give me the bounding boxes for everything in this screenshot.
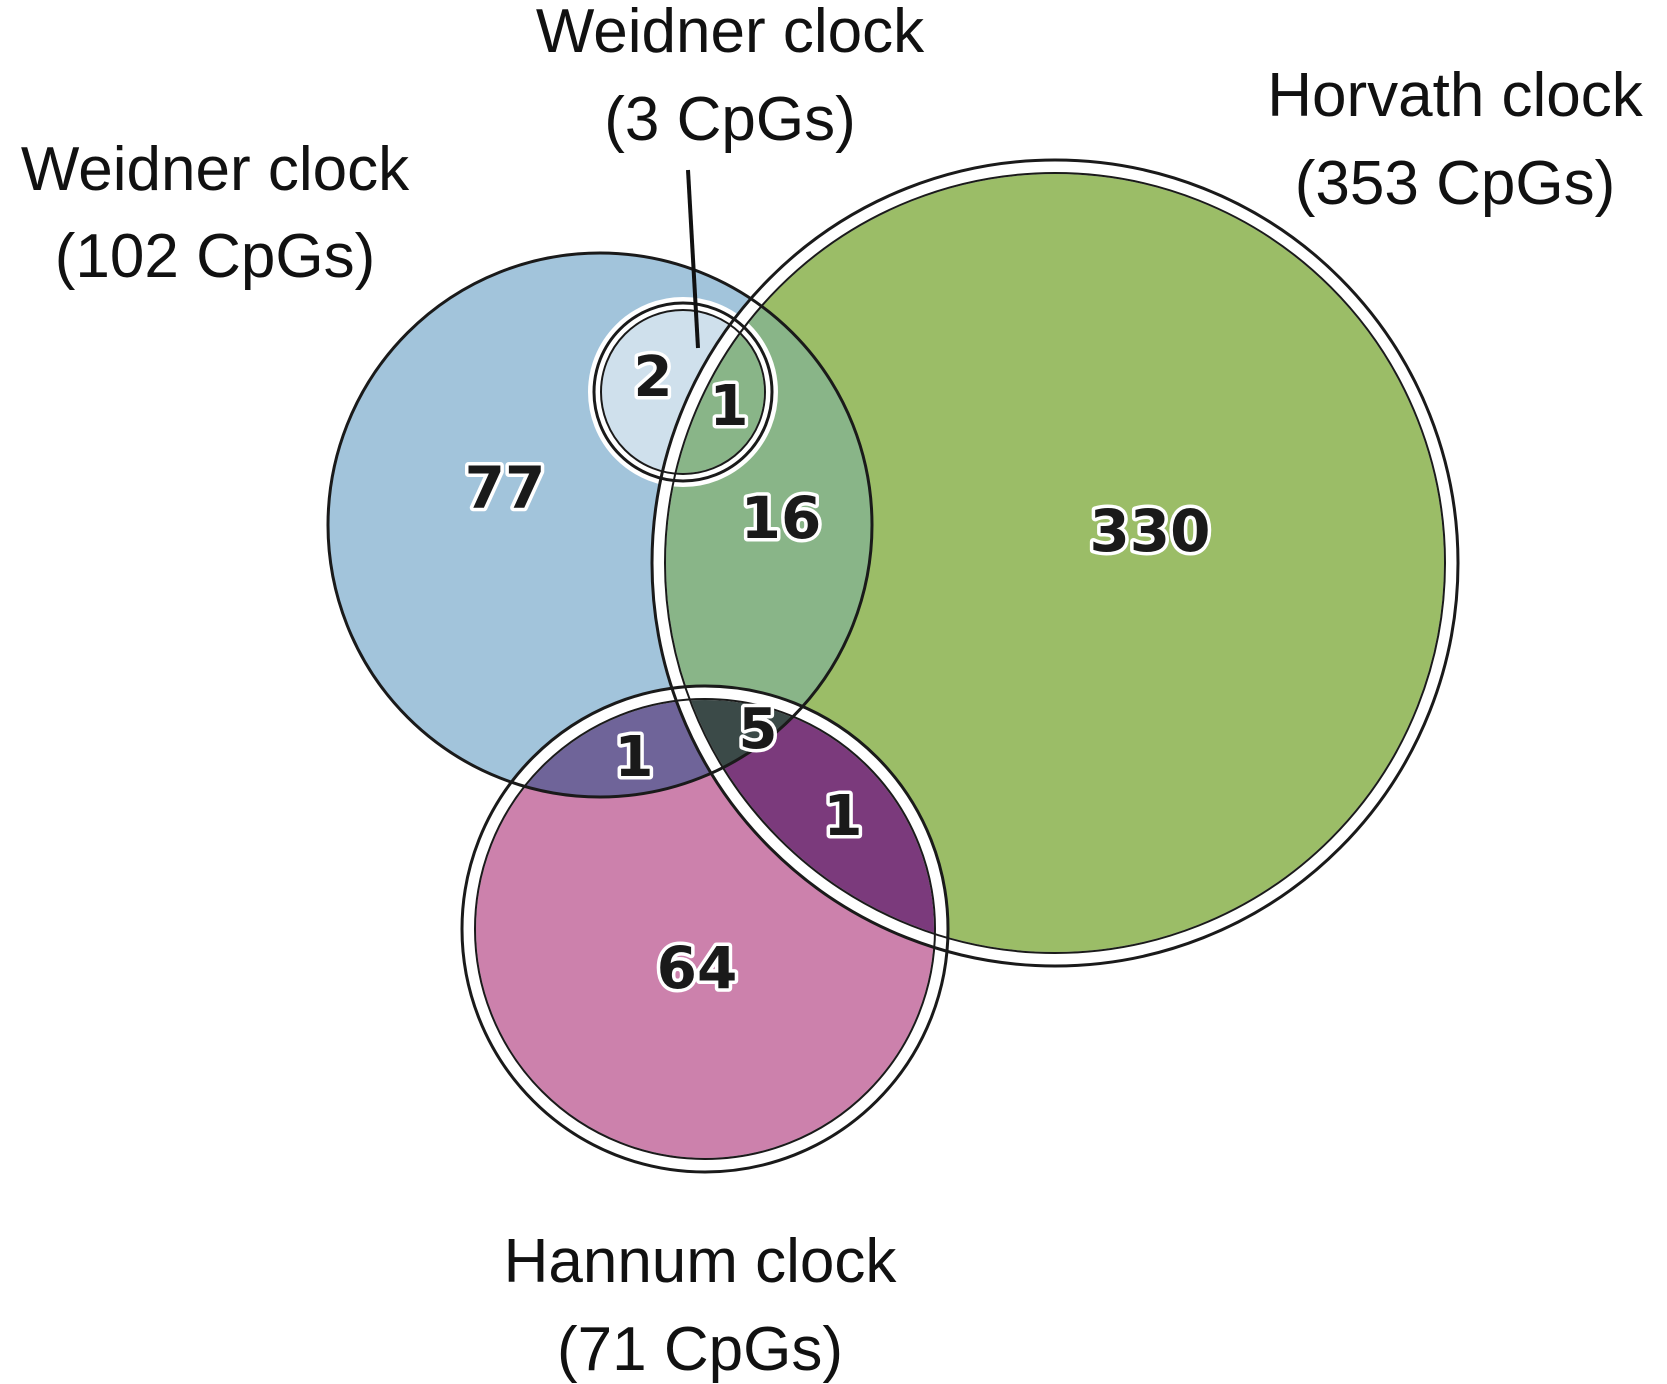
weidner102-outline — [326, 251, 874, 799]
hannum-title: Hannum clock — [504, 1227, 898, 1296]
hannum-outline — [460, 684, 950, 1174]
weidner3-outline — [592, 301, 774, 483]
count-triple: 5 — [739, 697, 778, 762]
weidner3-leader-line — [686, 169, 700, 349]
count-weidner3-only: 2 — [634, 345, 673, 410]
weidner3-subtitle: (3 CpGs) — [604, 85, 855, 154]
count-weidner102-only: 77 — [465, 454, 546, 522]
count-hannum-only: 64 — [657, 934, 738, 1002]
horvath-title: Horvath clock — [1267, 61, 1644, 130]
count-weidner102-hannum: 1 — [615, 725, 654, 790]
weidner3-title: Weidner clock — [536, 0, 925, 66]
horvath-subtitle: (353 CpGs) — [1295, 149, 1615, 218]
count-weidner102-horvath: 16 — [741, 484, 822, 552]
hannum-subtitle: (71 CpGs) — [557, 1315, 843, 1384]
weidner102-subtitle: (102 CpGs) — [55, 222, 375, 291]
count-horvath-hannum: 1 — [824, 784, 863, 849]
weidner102-title: Weidner clock — [21, 135, 410, 204]
count-weidner3-horvath-weidner102: 1 — [710, 374, 749, 439]
horvath-outline — [650, 158, 1460, 968]
count-horvath-only: 330 — [1089, 497, 1210, 565]
